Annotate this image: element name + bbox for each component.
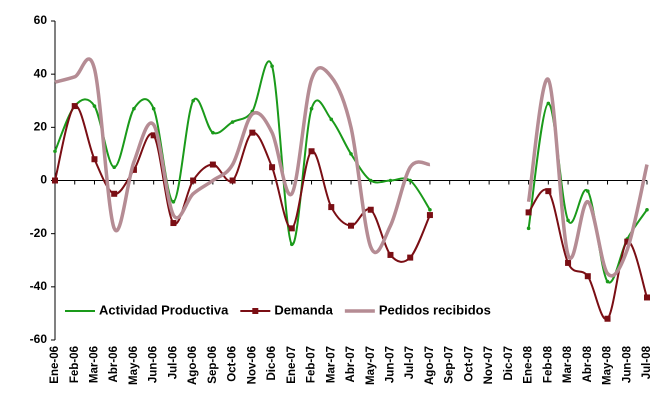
- marker: [92, 104, 97, 108]
- x-tick-label: Ene-08: [523, 345, 535, 383]
- marker: [328, 204, 335, 211]
- x-tick-label: Jun-06: [148, 346, 160, 383]
- x-tick-label: Abr-08: [582, 345, 594, 382]
- x-tick-label: Ene-07: [286, 346, 298, 384]
- marker: [112, 165, 116, 170]
- marker: [329, 117, 334, 122]
- x-tick-label: May-08: [602, 345, 614, 385]
- marker: [565, 259, 572, 266]
- x-tick-label: May-07: [365, 346, 377, 385]
- x-tick-label: Jul-06: [167, 346, 179, 379]
- marker: [130, 166, 137, 173]
- marker: [91, 156, 98, 163]
- y-tick-label: -60: [30, 332, 48, 346]
- marker: [387, 251, 394, 258]
- marker: [171, 199, 176, 204]
- marker: [170, 220, 177, 227]
- x-tick-label: Abr-07: [345, 346, 357, 382]
- marker: [586, 189, 590, 193]
- x-tick-label: Mar-07: [325, 346, 337, 383]
- series-line: [54, 57, 649, 278]
- marker: [388, 178, 393, 183]
- marker: [52, 177, 58, 184]
- marker: [111, 190, 118, 197]
- y-tick-label: 40: [34, 66, 48, 80]
- marker: [408, 178, 413, 183]
- x-tick-label: Nov-07: [483, 346, 495, 384]
- marker: [290, 242, 294, 247]
- marker: [53, 149, 57, 154]
- marker: [249, 129, 256, 136]
- x-tick-label: May-06: [128, 346, 140, 385]
- x-tick-label: Feb-08: [542, 345, 554, 383]
- marker: [288, 225, 295, 232]
- marker: [270, 64, 274, 68]
- marker: [546, 101, 551, 106]
- x-tick-label: Jun-07: [384, 346, 396, 383]
- x-tick-label: Ene-06: [49, 346, 61, 384]
- x-tick-label: Mar-08: [562, 345, 574, 383]
- marker: [545, 188, 552, 195]
- y-tick-label: -20: [30, 226, 48, 240]
- marker: [605, 279, 610, 284]
- x-tick-label: Jun-08: [621, 345, 633, 383]
- x-tick-label: Dic-06: [266, 346, 278, 381]
- x-tick-label: Sep-07: [444, 346, 456, 384]
- marker: [584, 273, 591, 280]
- x-tick-label: Dic-07: [503, 346, 515, 381]
- marker: [428, 207, 432, 212]
- x-tick-label: Mar-06: [88, 346, 100, 383]
- legend-label: Actividad Productiva: [99, 302, 229, 317]
- marker: [150, 132, 157, 139]
- marker: [151, 106, 156, 111]
- marker: [132, 106, 136, 111]
- marker: [209, 161, 216, 168]
- marker: [407, 254, 414, 261]
- x-tick-label: Oct-06: [227, 346, 239, 382]
- legend-label: Demanda: [274, 302, 333, 317]
- x-tick-label: Ago-07: [424, 346, 436, 385]
- x-tick-label: Abr-06: [108, 346, 120, 382]
- marker: [604, 315, 611, 322]
- marker: [229, 177, 236, 184]
- marker: [191, 98, 195, 103]
- y-tick-label: 0: [40, 173, 47, 187]
- marker: [645, 207, 649, 212]
- marker: [368, 178, 373, 183]
- marker: [426, 212, 433, 219]
- marker: [644, 294, 650, 301]
- legend-label: Pedidos recibidos: [379, 302, 491, 317]
- legend-marker: [252, 308, 259, 314]
- marker: [230, 120, 235, 124]
- marker: [309, 106, 314, 111]
- marker: [348, 222, 354, 229]
- y-tick-label: -40: [30, 279, 48, 293]
- marker: [566, 218, 570, 223]
- marker: [526, 226, 531, 231]
- marker: [349, 152, 353, 156]
- x-tick-label: Jul-08: [641, 345, 653, 379]
- x-tick-label: Feb-07: [306, 346, 318, 383]
- x-tick-label: Jul-07: [404, 346, 416, 379]
- x-tick-label: Feb-06: [69, 346, 81, 383]
- x-tick-label: Oct-07: [463, 346, 475, 382]
- x-tick-label: Sep-06: [207, 346, 219, 384]
- y-tick-label: 20: [34, 120, 48, 134]
- marker: [624, 238, 631, 245]
- marker: [525, 209, 532, 216]
- marker: [190, 177, 197, 184]
- y-tick-label: 60: [34, 13, 48, 27]
- marker: [71, 103, 78, 110]
- marker: [211, 130, 215, 135]
- marker: [269, 164, 276, 171]
- x-tick-label: Ago-06: [187, 346, 199, 385]
- marker: [367, 206, 374, 213]
- x-tick-label: Nov-06: [246, 346, 258, 384]
- marker: [308, 148, 315, 155]
